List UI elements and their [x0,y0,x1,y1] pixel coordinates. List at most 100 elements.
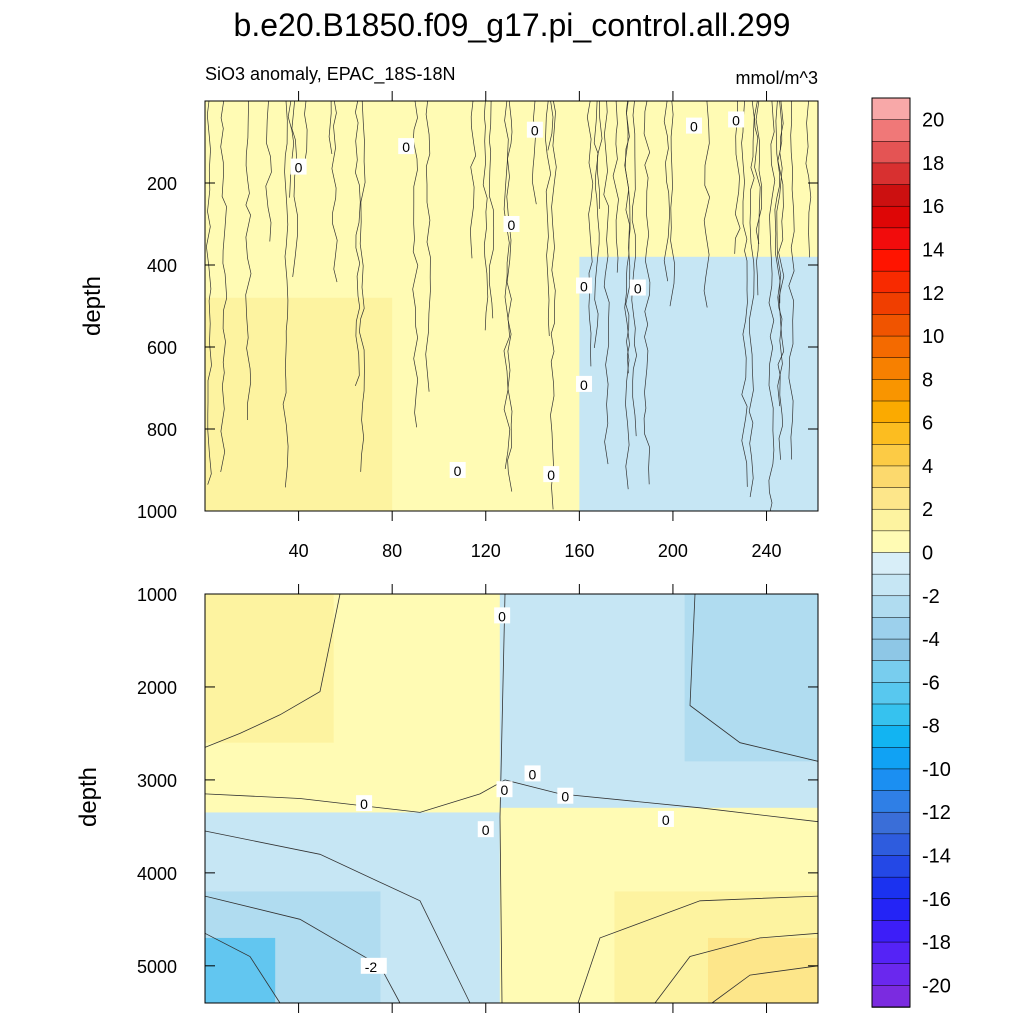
colorbar-tick-label: -18 [922,932,951,954]
contour-line [577,895,819,1004]
colorbar-swatch [871,552,911,575]
colorbar-swatch [871,768,911,792]
colorbar-tick-label: 16 [922,196,944,218]
colorbar-swatch [871,920,911,943]
colorbar-swatch [871,227,911,251]
contour-line [754,100,761,296]
contour-line [506,100,513,492]
x-tick-label: 40 [289,541,309,561]
contour-line [488,100,495,319]
contour-line [689,593,819,762]
colorbar-tick-label: -14 [922,846,951,868]
contour-fill-region [205,297,393,511]
colorbar-swatch [871,725,911,749]
colorbar-swatch [871,682,911,705]
contour-label: -2 [365,959,378,975]
contour-line [643,100,651,485]
contour-line [777,100,785,460]
contour-fill-region [205,594,334,743]
contour-label-box [657,810,674,827]
chart-subtitle: SiO3 anomaly, EPAC_18S-18N [205,64,455,85]
colorbar-swatch [871,162,911,186]
contour-label-box [398,138,415,155]
contour-line [545,100,552,337]
lower-panel-fill [205,594,818,1003]
contour-label: 0 [580,279,588,295]
colorbar-tick-label: -12 [922,802,951,824]
colorbar-tick-label: 4 [922,456,933,478]
colorbar-swatch [871,985,911,1008]
colorbar-tick-label: 14 [922,240,944,262]
contour-label: 0 [634,281,642,297]
contour-label-box [728,111,745,128]
contour-line [550,100,557,510]
colorbar-tick-label: 18 [922,153,944,175]
colorbar-swatch [871,638,911,662]
contour-label-box [543,466,560,483]
contour-label-box [477,821,494,838]
contour-label: 0 [531,123,539,139]
colorbar-swatch [871,400,911,424]
contour-line [805,100,812,258]
x-tick-label: 80 [382,541,402,561]
contour-label-box [526,121,543,138]
contour-label: 0 [500,782,508,798]
colorbar-swatch [871,292,911,316]
contour-line [711,965,819,1004]
contour-line [354,100,361,387]
colorbar-swatch [871,941,911,965]
colorbar-swatch [871,205,911,229]
colorbar-tick-label: -16 [922,889,951,911]
contour-line [359,100,366,472]
y-tick-label: 5000 [137,957,177,977]
colorbar-swatch [871,811,911,835]
contour-line [654,932,819,1004]
x-tick-label: 160 [564,541,594,561]
units-label: mmol/m^3 [736,68,818,88]
lower-panel-contours [204,593,819,1004]
colorbar-swatch [871,335,911,359]
colorbar-swatch [871,184,911,207]
colorbar-swatch [871,249,911,272]
contour-label: 0 [529,766,537,782]
y-tick-label: 4000 [137,864,177,884]
contour-label-box [290,158,307,175]
contour-line [741,100,748,487]
contour-line [703,100,710,308]
contour-fill-region [205,937,276,1003]
contour-label-box [576,277,593,294]
y-tick-label: 1000 [137,585,177,605]
contour-line [774,100,781,304]
x-tick-label: 200 [658,541,688,561]
colorbar-swatch [871,898,911,922]
colorbar-tick-label: 10 [922,326,944,348]
colorbar-tick-label: 0 [922,543,933,565]
colorbar-tick-label: -20 [922,975,951,997]
colorbar-swatch [871,617,911,640]
contour-line [265,100,272,242]
contour-line [328,100,333,155]
contour-line [304,100,308,164]
contour-line [788,100,795,460]
lower-ylabel: depth [75,767,102,827]
colorbar-tick-label: 6 [922,413,933,435]
y-tick-label: 2000 [137,678,177,698]
colorbar-swatch [871,444,911,467]
y-tick-label: 400 [147,256,177,276]
lower-panel-frame [204,593,819,1004]
contour-label-box [356,795,373,812]
contour-line [755,100,763,244]
contour-line [586,100,594,367]
contour-label-box [576,375,593,392]
contour-line [603,100,610,465]
contour-line [734,100,741,254]
contour-label-box [496,781,513,798]
contour-label: 0 [360,796,368,812]
colorbar-swatch [871,963,911,987]
contour-label-box [685,117,702,134]
colorbar-swatch [871,790,911,813]
contour-label: 0 [561,789,569,805]
contour-line [204,830,471,1004]
